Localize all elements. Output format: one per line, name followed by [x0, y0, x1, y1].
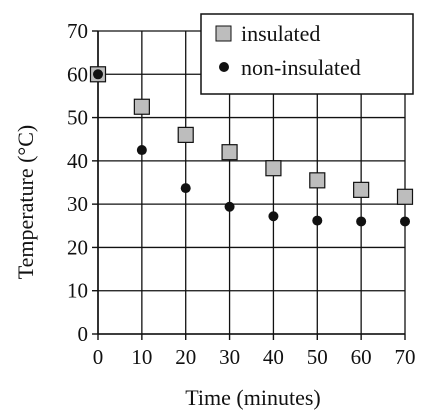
tick-labels: 0 10 20 30 40 50 60 70 0 10 20 30 40 50 60 70: [67, 19, 416, 369]
point-insulated: [353, 181, 370, 198]
y-tick-label: 50: [67, 106, 88, 130]
legend-label-non-insulated: non-insulated: [241, 55, 361, 80]
x-tick-label: 40: [263, 345, 284, 369]
x-tick-label: 50: [307, 345, 328, 369]
point-non-insulated: [136, 145, 147, 156]
y-tick-label: 40: [67, 149, 88, 173]
x-tick-label: 70: [395, 345, 416, 369]
data-marks: [89, 66, 414, 227]
x-tick-label: 10: [131, 345, 152, 369]
point-insulated: [133, 98, 150, 115]
y-tick-label: 10: [67, 279, 88, 303]
point-insulated: [221, 144, 238, 161]
legend-marker-insulated: [215, 25, 232, 42]
x-tick-label: 60: [351, 345, 372, 369]
x-axis-title: Time (minutes): [185, 385, 320, 410]
point-non-insulated: [312, 215, 323, 226]
point-insulated: [265, 160, 282, 177]
y-tick-label: 30: [67, 192, 88, 216]
legend: insulated non-insulated: [200, 13, 414, 95]
point-insulated: [309, 172, 326, 189]
legend-marker-non-insulated: [219, 62, 229, 72]
y-tick-label: 60: [67, 62, 88, 86]
y-axis-title: Temperature (°C): [13, 125, 38, 279]
y-tick-label: 20: [67, 235, 88, 259]
point-non-insulated: [400, 216, 410, 227]
point-non-insulated: [356, 216, 367, 227]
legend-box: [200, 13, 414, 95]
x-tick-label: 30: [219, 345, 240, 369]
x-tick-label: 20: [175, 345, 196, 369]
point-insulated: [177, 126, 194, 143]
point-non-insulated: [180, 183, 191, 194]
y-tick-label: 70: [67, 19, 88, 43]
point-non-insulated: [93, 69, 103, 80]
legend-label-insulated: insulated: [241, 21, 320, 46]
point-insulated: [396, 188, 414, 205]
y-tick-label: 0: [78, 322, 89, 346]
point-non-insulated: [224, 201, 235, 212]
point-non-insulated: [268, 211, 279, 222]
x-tick-label: 0: [93, 345, 104, 369]
